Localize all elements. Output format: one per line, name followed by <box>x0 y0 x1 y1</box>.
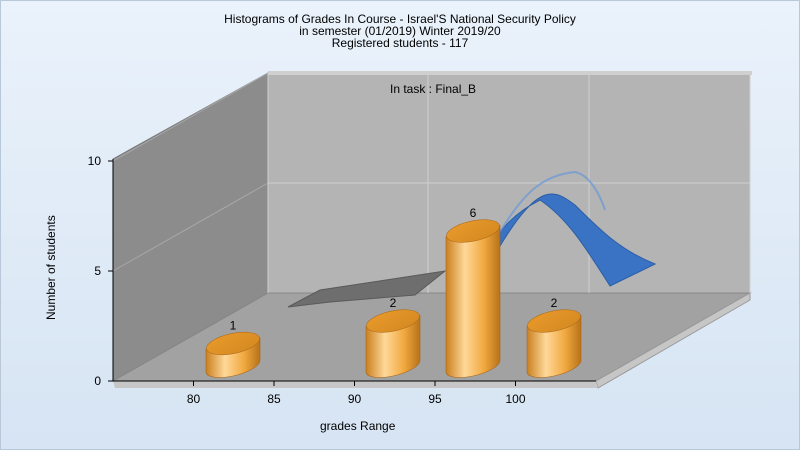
chart-title-line-1: Histograms of Grades In Course - Israel'… <box>224 12 576 26</box>
distribution-curve <box>499 193 657 287</box>
gridlines <box>112 72 751 293</box>
task-annotation: In task : Final_B <box>390 82 476 96</box>
distribution-curve-top <box>499 170 606 233</box>
bar-80 <box>205 331 261 378</box>
x-axis-label: grades Range <box>320 419 396 433</box>
bar-95 <box>445 219 501 378</box>
y-axis-ticks: 0 5 10 <box>88 154 113 388</box>
x-tick-label: 95 <box>428 392 442 406</box>
floor-edge-front <box>113 381 598 388</box>
x-tick-label: 100 <box>505 392 525 406</box>
x-tick-label: 80 <box>187 392 201 406</box>
bar-100 <box>526 309 582 378</box>
bar-data-label: 2 <box>390 296 397 310</box>
y-tick-label: 0 <box>94 374 101 388</box>
chart-title-line-2: in semester (01/2019) Winter 2019/20 <box>299 24 501 38</box>
x-axis-ticks: 80 85 90 95 100 <box>187 381 526 406</box>
bar-cap <box>446 219 500 243</box>
bar-data-label: 6 <box>470 206 477 220</box>
bar-cap <box>366 309 420 333</box>
chart-title-line-3: Registered students - 117 <box>331 36 469 50</box>
bar-cap <box>206 331 260 356</box>
bar-data-labels: 1 2 6 2 <box>230 206 558 333</box>
x-tick-label: 85 <box>267 392 281 406</box>
bar-cap <box>527 309 581 333</box>
y-tick-label: 10 <box>88 154 102 168</box>
grid-line-side <box>112 72 269 162</box>
y-tick-label: 5 <box>94 264 101 278</box>
y-axis-label: Number of students <box>44 215 58 320</box>
bar-data-label: 2 <box>551 296 558 310</box>
x-tick-label: 90 <box>348 392 362 406</box>
bar-data-label: 1 <box>230 319 237 333</box>
bar-90 <box>365 309 421 378</box>
histogram-bars <box>205 219 582 378</box>
zero-series-ribbon <box>287 270 447 308</box>
grid-line-side <box>112 182 269 272</box>
bar-body <box>445 224 501 378</box>
